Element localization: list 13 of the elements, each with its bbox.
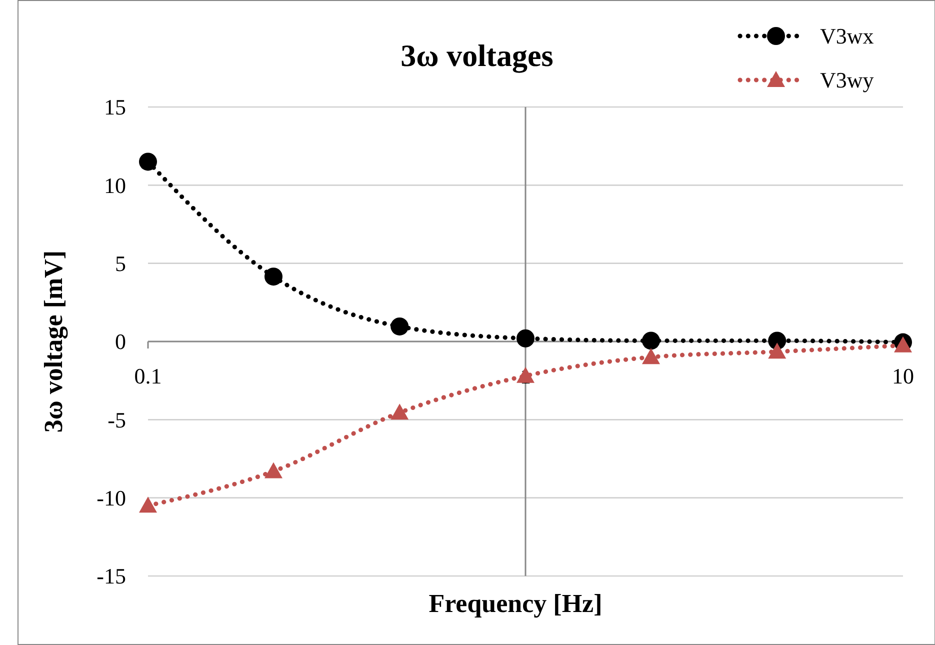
y-tick-label: 10 (104, 172, 126, 198)
y-tick-label: -15 (96, 564, 126, 589)
y-tick-label: 5 (115, 251, 126, 276)
y-tick-label: -10 (96, 486, 126, 511)
y-tick-label: 15 (104, 94, 126, 120)
x-axis-title: Frequency [Hz] (428, 589, 602, 618)
x-tick-label: 0.1 (134, 364, 162, 388)
y-tick-label: 0 (115, 329, 126, 354)
y-axis-title: 3ω voltage [mV] (39, 250, 68, 433)
legend-label: V3wy (820, 68, 874, 93)
y-tick-label: -5 (108, 407, 126, 432)
legend-label: V3wx (820, 24, 874, 49)
chart-title: 3ω voltages (400, 38, 554, 73)
